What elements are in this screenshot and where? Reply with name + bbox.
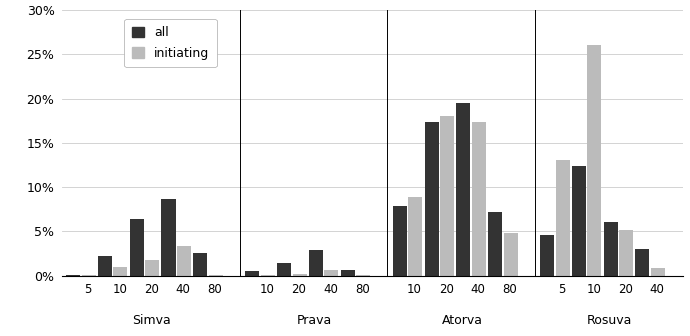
Bar [261, 275, 275, 276]
Text: Simva: Simva [132, 314, 171, 327]
Text: Rosuva: Rosuva [587, 314, 632, 327]
Bar [98, 256, 112, 276]
Bar [408, 197, 422, 276]
Bar [177, 246, 191, 276]
Bar [193, 253, 207, 276]
Legend: all, initiating: all, initiating [124, 19, 217, 68]
Bar [293, 274, 306, 276]
Bar [587, 45, 602, 276]
Bar [246, 271, 259, 276]
Bar [440, 116, 454, 276]
Bar [488, 212, 502, 276]
Bar [393, 206, 407, 276]
Bar [324, 270, 338, 276]
Bar [209, 275, 223, 276]
Bar [540, 235, 554, 276]
Bar [555, 161, 570, 276]
Bar [424, 122, 439, 276]
Text: Prava: Prava [297, 314, 333, 327]
Bar [356, 275, 371, 276]
Bar [651, 267, 665, 276]
Text: Atorva: Atorva [442, 314, 483, 327]
Bar [113, 267, 128, 276]
Bar [341, 270, 355, 276]
Bar [619, 230, 633, 276]
Bar [130, 219, 144, 276]
Bar [145, 260, 159, 276]
Bar [572, 166, 586, 276]
Bar [66, 275, 80, 276]
Bar [456, 103, 471, 276]
Bar [309, 250, 323, 276]
Bar [277, 263, 291, 276]
Bar [161, 199, 175, 276]
Bar [604, 221, 618, 276]
Bar [472, 122, 486, 276]
Bar [81, 275, 96, 276]
Bar [504, 233, 518, 276]
Bar [635, 249, 649, 276]
